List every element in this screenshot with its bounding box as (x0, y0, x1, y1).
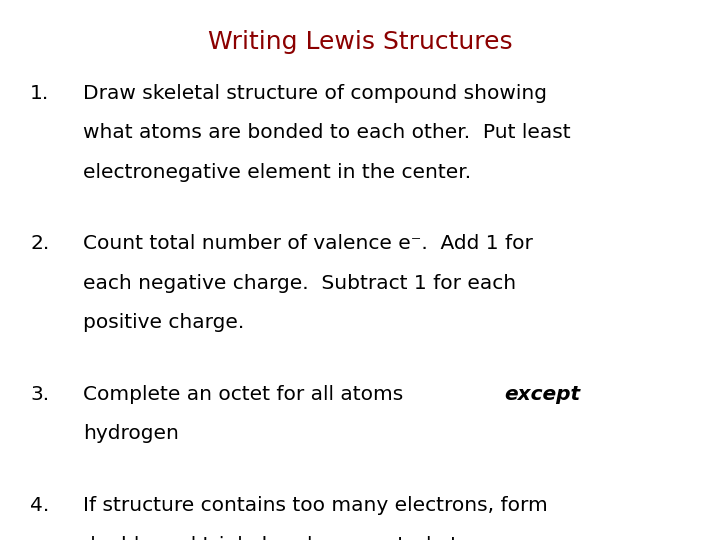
Text: double and triple bonds on central atom as: double and triple bonds on central atom … (83, 536, 519, 540)
Text: electronegative element in the center.: electronegative element in the center. (83, 163, 471, 181)
Text: 1.: 1. (30, 84, 50, 103)
Text: positive charge.: positive charge. (83, 313, 244, 332)
Text: except: except (504, 385, 580, 404)
Text: each negative charge.  Subtract 1 for each: each negative charge. Subtract 1 for eac… (83, 274, 516, 293)
Text: Writing Lewis Structures: Writing Lewis Structures (207, 30, 513, 53)
Text: Complete an octet for all atoms: Complete an octet for all atoms (83, 385, 410, 404)
Text: hydrogen: hydrogen (83, 424, 179, 443)
Text: 4.: 4. (30, 496, 50, 515)
Text: 3.: 3. (30, 385, 50, 404)
Text: If structure contains too many electrons, form: If structure contains too many electrons… (83, 496, 547, 515)
Text: Draw skeletal structure of compound showing: Draw skeletal structure of compound show… (83, 84, 546, 103)
Text: what atoms are bonded to each other.  Put least: what atoms are bonded to each other. Put… (83, 123, 570, 142)
Text: Count total number of valence e⁻.  Add 1 for: Count total number of valence e⁻. Add 1 … (83, 234, 533, 253)
Text: 2.: 2. (30, 234, 50, 253)
